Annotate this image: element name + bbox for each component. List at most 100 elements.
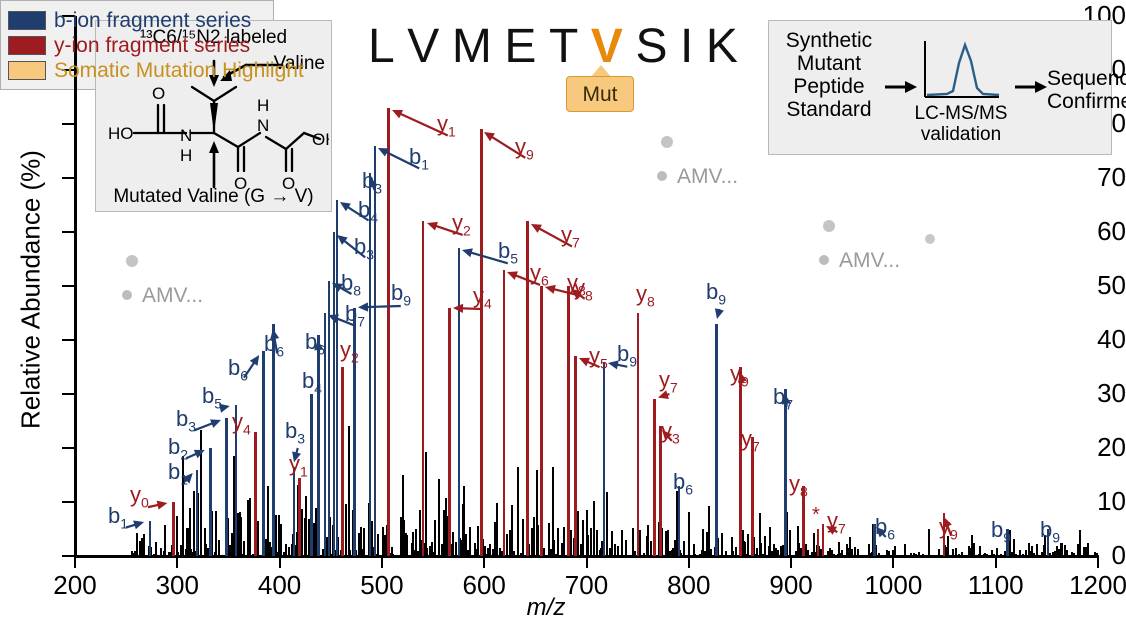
noise-peak [452,532,454,556]
noise-peak [928,529,930,556]
peak-label-y-ion: y6 [530,262,549,291]
watermark-dot [657,171,667,181]
noise-peak [276,552,278,556]
y-ion-peak [653,399,656,556]
peak-label-b-ion: b3 [362,170,382,199]
noise-peak [153,554,155,556]
peak-label-y-ion: y7 [741,428,760,457]
peak-label-y-ion: y9 [515,136,534,165]
noise-peak [249,498,251,556]
peak-label-b-ion: b6 [673,471,693,500]
y-tick [62,501,75,503]
x-tick-label: 1000 [853,571,933,599]
atom-OH: OH [312,130,329,149]
peak-label-y-ion: y9 [730,363,749,392]
peptide-residue: S [635,23,667,71]
b-ion-peak [458,248,461,556]
noise-peak [925,555,927,556]
watermark-text: AMV... [677,166,738,187]
noise-peak [509,555,511,556]
y-ion-peak [172,502,175,556]
peptide-residue-mutated: V [591,23,623,71]
noise-peak [686,555,688,556]
peak-label-b-ion: b6 [305,331,325,360]
peak-label-b-ion: b9 [391,282,411,311]
noise-peak [621,530,623,556]
noise-peak [406,535,408,556]
noise-peak [214,552,216,556]
peptide-residue: V [407,23,439,71]
noise-peak [708,506,710,556]
noise-peak [629,555,631,556]
y-tick [62,231,75,233]
y-tick [62,177,75,179]
atom-HO: HO [108,124,134,143]
peptide-residue: I [680,23,693,71]
noise-peak [514,555,516,556]
workflow-left-text: Synthetic Mutant Peptide Standard [777,29,881,121]
structure-bottom-caption: Mutated Valine (G → V) [96,186,331,207]
noise-peak [721,533,723,556]
peak-label-y-ion: y0 [130,484,149,513]
y-ion-peak [387,108,390,556]
legend-item[interactable]: y-ion fragment series [8,33,250,57]
x-tick [790,555,792,568]
noise-peak [805,544,807,556]
noise-peak [176,516,178,557]
watermark-dot [925,234,935,244]
noise-peak [611,531,613,556]
legend-item[interactable]: b-ion fragment series [8,8,251,32]
legend-swatch [8,36,46,55]
noise-peak [1013,539,1015,556]
noise-peak [1052,552,1054,556]
peak-label-y-ion: y8 [789,473,808,502]
peak-label-y-ion: y5 [589,345,608,374]
x-tick [176,555,178,568]
peak-label-y-ion: y9 [939,516,958,545]
peak-label-y-ion: y8 [574,277,593,306]
noise-peak [625,540,627,556]
watermark-dot [122,290,132,300]
x-tick-label: 500 [342,571,422,599]
noise-peak [243,541,245,556]
noise-peak [345,504,347,556]
legend-item[interactable]: Somatic Mutation Highlight [8,58,304,82]
y-ion-peak [422,221,425,556]
y-ion-peak [298,478,301,556]
noise-peak [669,551,671,556]
noise-peak [495,552,497,556]
noise-peak [160,548,162,556]
x-tick-label: 200 [35,571,115,599]
noise-peak [688,512,690,556]
peptide-residue: K [706,23,738,71]
x-axis-title: m/z [506,594,586,622]
noise-peak [838,542,840,556]
peptide-residue: E [504,23,536,71]
peak-label-y-ion: y8 [636,283,655,312]
peak-label-b-ion: b9 [1040,519,1060,548]
peak-label-b-ion: b1 [409,146,429,175]
noise-peak [402,475,404,556]
noise-peak [537,525,539,556]
noise-peak [650,541,652,556]
noise-peak [305,496,307,556]
peak-label-b-ion: b1 [168,461,188,490]
peak-label-b-ion: b9 [617,343,637,372]
x-tick-label: 900 [751,571,831,599]
noise-peak [164,525,166,556]
b-ion-peak [603,362,606,556]
noise-peak [517,467,519,556]
noise-peak [813,533,815,556]
noise-peak [155,542,157,556]
peak-label-b-ion: b2 [168,436,188,465]
noise-peak [471,555,473,556]
noise-peak [683,541,685,556]
atom-O1: O [152,84,165,103]
noise-peak [200,430,202,556]
noise-peak [789,530,791,556]
x-tick-label: 1100 [956,571,1036,599]
peak-label-b-ion: b9 [706,281,726,310]
